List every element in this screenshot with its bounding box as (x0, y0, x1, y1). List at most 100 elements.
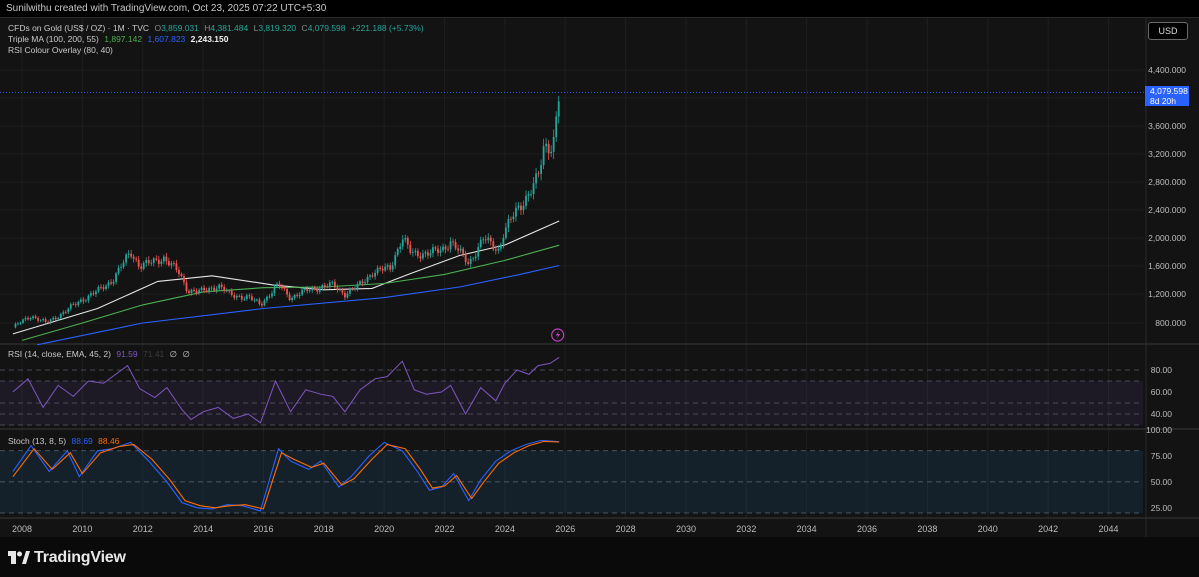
rsi-legend-row[interactable]: RSI (14, close, EMA, 45, 2) 91.59 71.41 … (8, 349, 193, 360)
stoch-legend-row[interactable]: Stoch (13, 8, 5) 88.69 88.46 (8, 436, 122, 446)
ma-value-55: 2,243.150 (190, 34, 229, 44)
rsi-title[interactable]: RSI (14, close, EMA, 45, 2) (8, 349, 111, 359)
candle-body (178, 270, 180, 275)
candle-body (145, 260, 148, 264)
candle-body (125, 254, 128, 263)
candle-body (62, 312, 65, 314)
rsi-overlay-legend[interactable]: RSI Colour Overlay (80, 40) (8, 45, 116, 55)
candle-body (384, 266, 387, 271)
candle-body (557, 101, 560, 117)
candle-body (256, 299, 258, 301)
x-tick-label: 2028 (616, 524, 636, 534)
rsi-overlay-label[interactable]: RSI Colour Overlay (80, 40) (8, 45, 113, 55)
stoch-title[interactable]: Stoch (13, 8, 5) (8, 436, 67, 446)
candle-body (354, 288, 356, 290)
price-tick-label: 1,600.000 (1148, 261, 1186, 271)
candle-body (220, 284, 223, 288)
candle-body (140, 266, 143, 269)
lightning-badge-ring (551, 328, 565, 342)
x-tick-label: 2012 (133, 524, 153, 534)
ma-line-ma-100 (21, 244, 560, 341)
stoch-line-pct-d (12, 440, 560, 510)
symbol-label[interactable]: CFDs on Gold (US$ / OZ) · 1M · TVC (8, 23, 150, 33)
candle-body (311, 287, 314, 291)
candle-body (346, 293, 349, 298)
candle-body (356, 284, 359, 289)
candle-body (323, 285, 326, 287)
candle-body (250, 296, 253, 301)
candle-body (32, 316, 34, 319)
candle-body (112, 281, 115, 284)
ma-value-200: 1,607.823 (147, 34, 186, 44)
candle-body (530, 194, 532, 195)
candle-body (263, 300, 266, 306)
candle-body (223, 287, 226, 292)
stoch-tick-label: 75.00 (1151, 451, 1173, 461)
candle-body (64, 312, 67, 314)
x-tick-label: 2032 (736, 524, 756, 534)
candle-body (162, 256, 165, 262)
tradingview-logo[interactable]: TradingView (8, 549, 126, 567)
x-tick-label: 2018 (314, 524, 334, 534)
top-attribution-bar: Sunilwithu created with TradingView.com,… (0, 0, 1199, 18)
candle-body (469, 258, 472, 265)
candle-body (313, 287, 316, 290)
candle-body (474, 256, 477, 259)
candle-body (404, 237, 407, 240)
candle-body (308, 290, 311, 292)
candle-body (361, 281, 364, 284)
price-tick-label: 800.000 (1155, 318, 1186, 328)
x-tick-label: 2014 (193, 524, 213, 534)
candle-body (442, 246, 444, 251)
candle-body (261, 303, 263, 306)
candle-body (396, 248, 399, 256)
candle-body (527, 194, 530, 196)
ma-value-100: 1,897.142 (104, 34, 143, 44)
candle-body (336, 287, 339, 290)
grid-layer (0, 18, 1143, 518)
ma-title[interactable]: Triple MA (100, 200, 55) (8, 34, 99, 44)
ma-legend-row[interactable]: Triple MA (100, 200, 55) 1,897.142 1,607… (8, 34, 231, 44)
price-tick-label: 4,400.000 (1148, 65, 1186, 75)
candle-body (193, 289, 195, 292)
candle-body (135, 258, 138, 260)
candle-body (142, 263, 145, 269)
candle-body (240, 295, 243, 300)
candle-body (188, 291, 190, 293)
candle-body (492, 241, 495, 250)
candle-body (499, 244, 502, 249)
candle-body (369, 275, 371, 277)
candle-body (447, 249, 449, 250)
candle-body (170, 263, 173, 266)
candle-body (303, 288, 306, 290)
attribution-text: Sunilwithu created with TradingView.com,… (6, 3, 327, 14)
x-tick-label: 2036 (857, 524, 877, 534)
price-tick-label: 3,200.000 (1148, 149, 1186, 159)
main-legend-row[interactable]: CFDs on Gold (US$ / OZ) · 1M · TVC O3,85… (8, 23, 427, 33)
bottom-bar (0, 537, 1199, 577)
currency-button[interactable]: USD (1148, 22, 1188, 40)
candle-body (379, 267, 382, 269)
candle-body (366, 276, 369, 283)
candle-body (29, 318, 32, 320)
candle-body (479, 239, 482, 248)
candle-body (117, 267, 120, 274)
rsi-line (12, 356, 560, 424)
stoch-d-value: 88.46 (98, 436, 120, 446)
candle-body (540, 165, 542, 174)
candle-body (57, 318, 60, 320)
candle-body (278, 283, 281, 287)
price-tick-label: 2,800.000 (1148, 177, 1186, 187)
candle-body (160, 261, 163, 264)
candle-body (213, 287, 216, 291)
candle-body (77, 301, 80, 306)
stoch-tick-label: 25.00 (1151, 503, 1173, 513)
candle-body (437, 248, 439, 253)
candle-body (165, 256, 168, 262)
chart-canvas[interactable]: 2008 2010 2012 2014 2016 2018 2020 2022 2024 2026… (0, 18, 1199, 538)
low-label: L (253, 23, 259, 33)
candle-body (341, 289, 344, 293)
candle-body (409, 244, 412, 253)
candle-body (190, 289, 193, 293)
candle-body (152, 258, 155, 263)
